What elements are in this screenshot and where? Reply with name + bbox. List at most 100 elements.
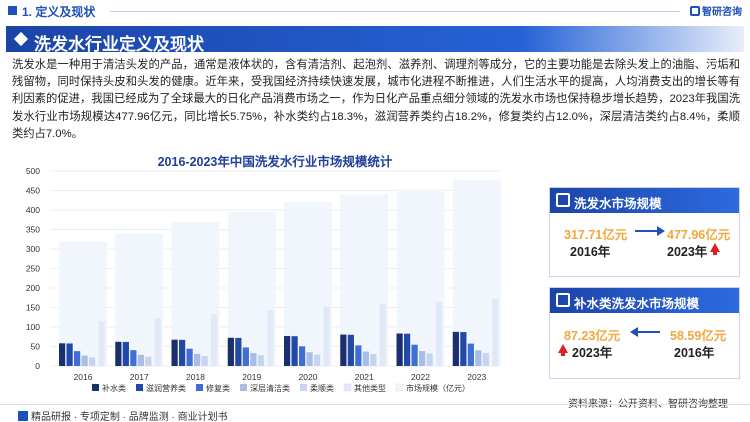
bar-3: [419, 351, 426, 366]
top-bar: 1. 定义及现状 智研咨询: [0, 0, 750, 22]
bar-4: [314, 354, 321, 366]
chart-title: 2016-2023年中国洗发水行业市场规模统计: [157, 155, 393, 169]
bar-0: [59, 343, 66, 366]
legend-label: 深层清洁类: [250, 383, 290, 393]
y-tick-labels: 0 50 100 150 200 250 300 350 400 450 500: [26, 166, 40, 371]
bar-1: [460, 332, 467, 366]
legend-swatch: [136, 384, 143, 391]
bar-3: [362, 351, 369, 366]
bar-5: [379, 304, 386, 366]
bar-2: [74, 351, 81, 366]
bar-5: [492, 298, 499, 366]
y-tick-label: 350: [26, 225, 40, 235]
y-tick-label: 400: [26, 205, 40, 215]
bar-4: [482, 352, 489, 366]
y-tick-label: 150: [26, 303, 40, 313]
bar-5: [98, 321, 105, 366]
bar-0: [227, 337, 234, 366]
bar-3: [137, 354, 144, 366]
chart-icon: [556, 193, 570, 207]
bar-1: [291, 336, 298, 366]
bar-3: [250, 353, 257, 366]
year-2016: 2016年: [570, 245, 611, 259]
bar-2: [355, 345, 362, 366]
x-tick-label: 2018: [186, 372, 205, 382]
y-tick-label: 500: [26, 166, 40, 176]
hydration-card: 补水类洗发水市场规模 87.23亿元 2023年 58.59亿元 2016年: [549, 287, 740, 379]
x-tick-label: 2017: [130, 372, 149, 382]
bar-4: [89, 357, 96, 366]
header-rule: [110, 11, 680, 12]
footer-rule: [0, 404, 750, 405]
bar-3: [81, 355, 88, 366]
y-tick-label: 0: [35, 361, 40, 371]
arrow-left-icon: [632, 331, 660, 333]
legend-swatch: [343, 383, 352, 392]
year-2016: 2016年: [674, 346, 715, 360]
year-2023: 2023年: [667, 245, 708, 259]
bar-0: [340, 334, 347, 366]
legend-label: 市场规模（亿元）: [406, 383, 470, 393]
legend-swatch: [395, 383, 404, 392]
market-size-card: 洗发水市场规模 317.71亿元 2016年 477.96亿元 2023年: [549, 187, 740, 277]
legend-swatch: [92, 384, 99, 391]
bar-4: [257, 355, 264, 366]
title-banner: 洗发水行业定义及现状: [6, 26, 744, 54]
bar-5: [211, 314, 218, 366]
page-title: 洗发水行业定义及现状: [34, 35, 204, 54]
bar-2: [411, 344, 418, 366]
bar-3: [194, 353, 201, 366]
bar-4: [145, 356, 152, 366]
y-tick-label: 100: [26, 322, 40, 332]
intro-paragraph: 洗发水是一种用于清洁头发的产品，通常是液体状的，含有清洁剂、起泡剂、滋养剂、调理…: [12, 59, 740, 140]
bar-4: [370, 353, 377, 366]
bar-4: [426, 353, 433, 366]
bar-1: [404, 333, 411, 366]
footer-tagline: 精品研报 · 专项定制 · 品牌监测 · 商业计划书: [18, 408, 228, 422]
value-2023: 87.23亿元: [564, 329, 621, 343]
legend-swatch: [196, 384, 203, 391]
bar-0: [284, 336, 291, 366]
x-tick-label: 2022: [411, 372, 430, 382]
x-tick-label: 2023: [467, 372, 486, 382]
chart-icon: [556, 293, 570, 307]
y-tick-label: 50: [31, 342, 41, 352]
chart-legend: 补水类 滋润营养类 修复类 深层清洁类 柔顺类 其他类型 市场规模（亿元）: [92, 383, 470, 393]
bar-0: [396, 333, 403, 366]
y-tick-label: 300: [26, 244, 40, 254]
bar-1: [122, 341, 129, 366]
brand-logo: 智研咨询: [690, 3, 742, 18]
legend-label: 滋润营养类: [146, 383, 186, 393]
bar-3: [475, 350, 482, 366]
y-tick-label: 450: [26, 186, 40, 196]
bar-1: [347, 334, 354, 366]
card-title: 补水类洗发水市场规模: [574, 297, 700, 311]
bar-0: [115, 341, 122, 366]
footer-logo-icon: [18, 411, 28, 421]
chart-bars: [59, 179, 501, 366]
bar-0: [171, 339, 178, 366]
legend-label: 补水类: [102, 383, 126, 393]
legend-label: 修复类: [206, 383, 230, 393]
bar-2: [242, 347, 249, 366]
y-tick-label: 250: [26, 264, 40, 274]
bar-4: [201, 355, 208, 366]
logo-icon: [690, 6, 700, 16]
x-tick-label: 2021: [355, 372, 374, 382]
bar-1: [179, 339, 186, 366]
bar-5: [436, 301, 443, 366]
bar-5: [267, 310, 274, 366]
value-2016: 317.71亿元: [564, 228, 628, 242]
bar-0: [452, 331, 459, 366]
x-tick-label: 2016: [74, 372, 93, 382]
logo-text: 智研咨询: [702, 7, 742, 18]
year-2023: 2023年: [572, 346, 613, 360]
up-arrow-icon: [558, 344, 568, 356]
x-tick-label: 2020: [299, 372, 318, 382]
bar-1: [66, 343, 73, 366]
arrow-right-icon: [635, 226, 665, 236]
x-tick-label: 2019: [242, 372, 261, 382]
section-title: 1. 定义及现状: [22, 5, 96, 19]
card-header: 洗发水市场规模: [550, 188, 739, 213]
